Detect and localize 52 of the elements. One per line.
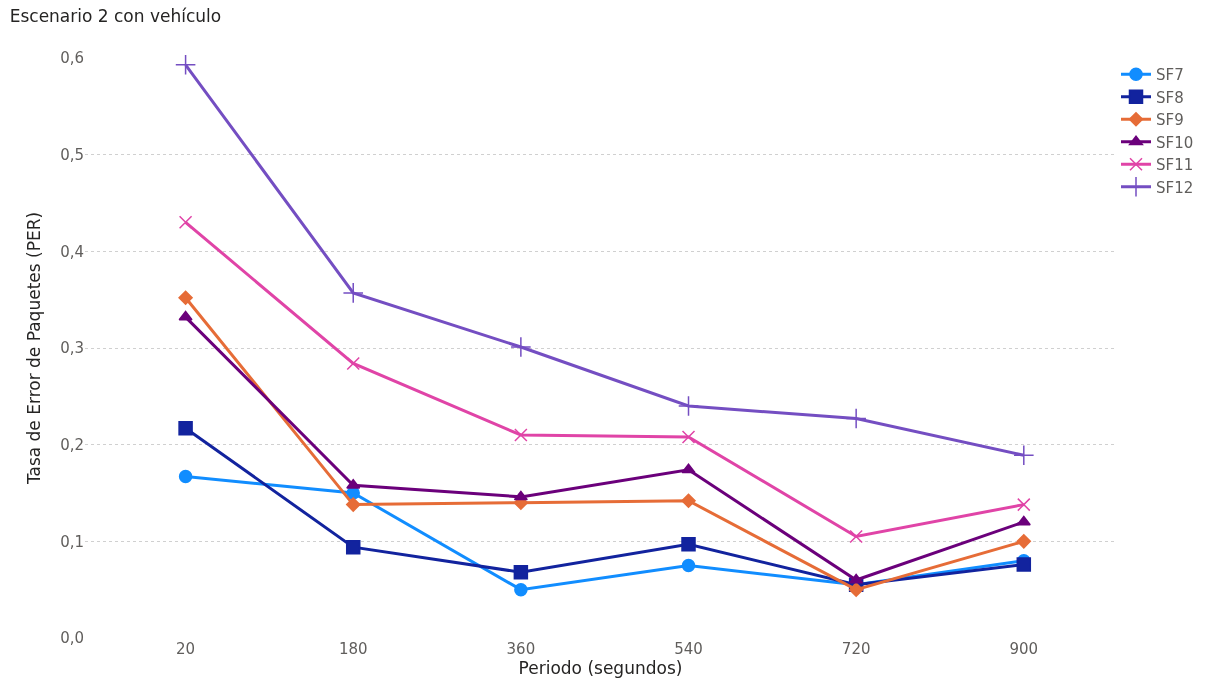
y-tick-label: 0,3 [60, 339, 84, 358]
y-tick-label: 0,4 [60, 242, 84, 261]
legend-label: SF9 [1156, 111, 1184, 130]
point [514, 582, 528, 597]
x-tick-label: 20 [176, 640, 196, 658]
point [175, 54, 197, 76]
point [345, 497, 361, 512]
point [342, 282, 364, 304]
point [849, 529, 863, 544]
point [681, 558, 696, 573]
point [681, 536, 696, 552]
point [1016, 534, 1032, 549]
y-tick-label: 0,5 [60, 145, 84, 164]
point [514, 428, 528, 442]
legend-label: SF8 [1156, 88, 1184, 107]
point [178, 469, 193, 484]
y-axis-title: Tasa de Error de Paquetes (PER) [23, 211, 44, 486]
point [845, 408, 867, 430]
y-tick-label: 0,6 [60, 49, 84, 68]
point [178, 215, 193, 230]
point [178, 290, 193, 305]
legend-label: SF12 [1156, 178, 1194, 197]
y-tick-label: 0,1 [60, 532, 84, 551]
legend-label: SF7 [1156, 66, 1184, 85]
x-tick-label: 360 [506, 640, 536, 658]
point [178, 420, 193, 436]
legend-label: SF10 [1156, 133, 1194, 152]
point [681, 493, 696, 508]
y-tick-label: 0,2 [60, 435, 84, 454]
chart-title: Escenario 2 con vehículo [9, 6, 222, 27]
point [1016, 557, 1032, 572]
legend-label: SF11 [1156, 156, 1194, 175]
point [681, 430, 696, 444]
point [677, 395, 700, 417]
point [513, 565, 529, 580]
point [681, 463, 696, 474]
x-tick-label: 720 [841, 640, 871, 658]
point [849, 573, 864, 584]
x-tick-label: 900 [1009, 640, 1039, 658]
point [1016, 515, 1031, 526]
y-tick-label: 0,0 [60, 629, 84, 648]
point [848, 582, 864, 597]
x-axis-title: Periodo (segundos) [518, 658, 683, 678]
point [346, 356, 360, 371]
point [345, 539, 361, 555]
point [513, 490, 528, 501]
point [178, 310, 193, 321]
point [1013, 444, 1035, 466]
x-tick-label: 180 [338, 640, 368, 658]
point [1017, 497, 1031, 512]
x-tick-label: 540 [674, 640, 703, 658]
point [510, 336, 532, 358]
